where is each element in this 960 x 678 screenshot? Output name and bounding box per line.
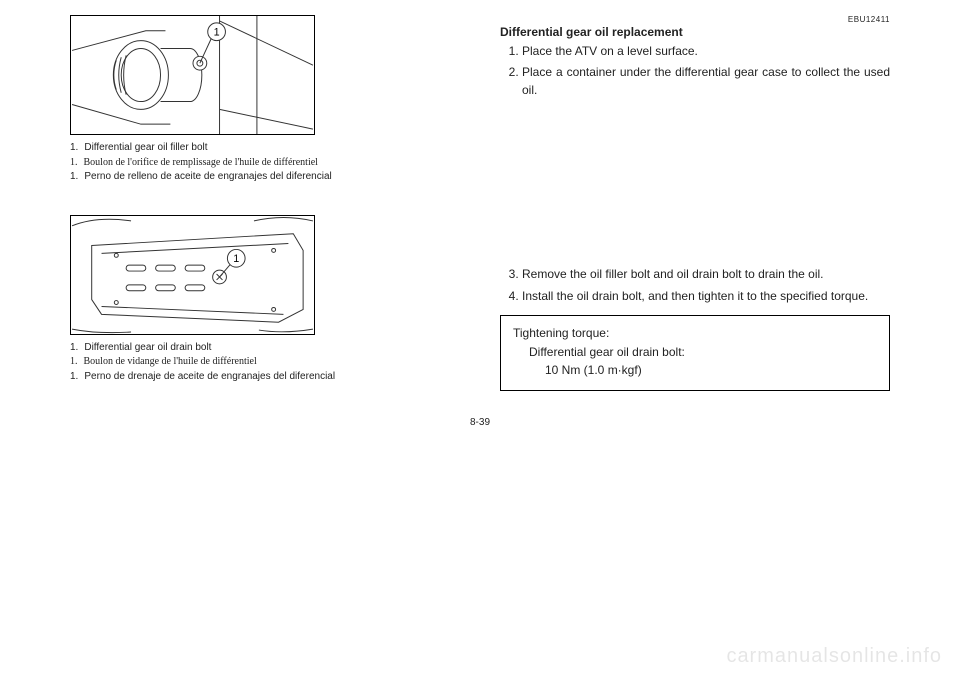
step-2: Place a container under the differential… — [522, 64, 890, 99]
torque-value: 10 Nm (1.0 m·kgf) — [513, 361, 877, 380]
step-1: Place the ATV on a level surface. — [522, 43, 890, 60]
callout-number: 1 — [214, 27, 220, 39]
torque-label: Tightening torque: — [513, 324, 877, 343]
caption-number: 1. — [70, 170, 78, 185]
steps-upper: Place the ATV on a level surface. Place … — [500, 43, 890, 103]
manual-page: 1 1. Differential gear oil filler bolt 1… — [0, 0, 960, 678]
caption-number: 1. — [70, 355, 78, 370]
left-column: 1 1. Differential gear oil filler bolt 1… — [70, 15, 460, 391]
steps-lower: Remove the oil filler bolt and oil drain… — [500, 266, 890, 305]
section-title: Differential gear oil replacement — [500, 25, 890, 39]
caption-en: 1. Differential gear oil filler bolt — [70, 141, 460, 156]
filler-bolt-illustration: 1 — [71, 16, 314, 134]
page-number: 8-39 — [70, 417, 890, 428]
caption-text: Perno de drenaje de aceite de engranajes… — [84, 370, 335, 385]
watermark: carmanualsonline.info — [726, 645, 942, 668]
caption-es: 1. Perno de drenaje de aceite de engrana… — [70, 370, 460, 385]
caption-number: 1. — [70, 341, 78, 356]
figure-drain-bolt: 1 — [70, 215, 315, 335]
caption-en: 1. Differential gear oil drain bolt — [70, 341, 460, 356]
caption-text: Boulon de vidange de l'huile de différen… — [84, 355, 257, 370]
caption-text: Boulon de l'orifice de remplissage de l'… — [84, 156, 318, 171]
caption-text: Differential gear oil filler bolt — [84, 141, 207, 156]
drain-bolt-illustration: 1 — [71, 216, 314, 334]
two-column-layout: 1 1. Differential gear oil filler bolt 1… — [70, 15, 890, 391]
caption-text: Perno de relleno de aceite de engranajes… — [84, 170, 331, 185]
caption-fr: 1. Boulon de l'orifice de remplissage de… — [70, 156, 460, 171]
caption-number: 1. — [70, 141, 78, 156]
step-3: Remove the oil filler bolt and oil drain… — [522, 266, 890, 283]
figure1-captions: 1. Differential gear oil filler bolt 1. … — [70, 141, 460, 185]
caption-fr: 1. Boulon de vidange de l'huile de diffé… — [70, 355, 460, 370]
caption-es: 1. Perno de relleno de aceite de engrana… — [70, 170, 460, 185]
torque-item: Differential gear oil drain bolt: — [513, 343, 877, 362]
reference-code: EBU12411 — [500, 15, 890, 24]
figure2-captions: 1. Differential gear oil drain bolt 1. B… — [70, 341, 460, 385]
caption-number: 1. — [70, 156, 78, 171]
torque-spec-box: Tightening torque: Differential gear oil… — [500, 315, 890, 391]
step-4: Install the oil drain bolt, and then tig… — [522, 288, 890, 305]
right-lower-block: Remove the oil filler bolt and oil drain… — [500, 266, 890, 391]
figure-filler-bolt: 1 — [70, 15, 315, 135]
right-column: EBU12411 Differential gear oil replaceme… — [500, 15, 890, 391]
caption-text: Differential gear oil drain bolt — [84, 341, 211, 356]
callout-number: 1 — [233, 253, 239, 265]
caption-number: 1. — [70, 370, 78, 385]
